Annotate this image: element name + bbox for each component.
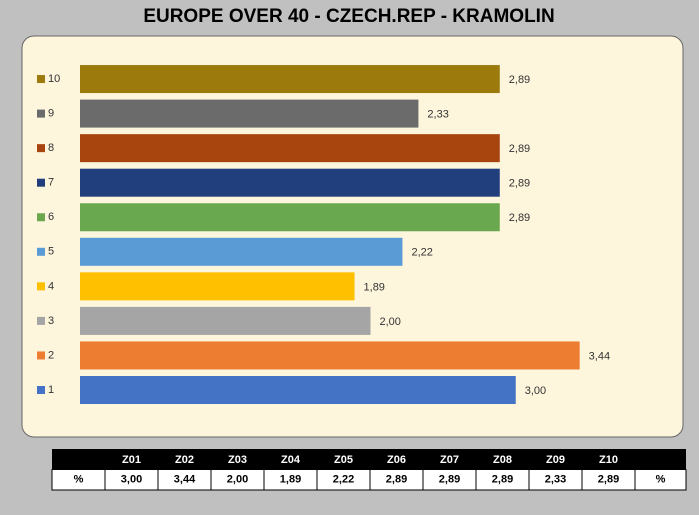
category-label: 8 [48,142,54,154]
value-label: 2,89 [509,212,530,224]
bar [80,237,403,266]
legend-swatch [37,109,45,118]
column-header: Z07 [440,454,459,466]
row-label: % [74,474,84,486]
table-cell: 2,89 [439,474,460,486]
category-label: 3 [48,315,54,327]
legend-swatch [37,247,45,256]
table-cell: 3,00 [121,474,142,486]
bar [80,134,500,163]
table-cell: 2,00 [227,474,248,486]
category-label: 2 [48,349,54,361]
column-header: Z06 [387,454,406,466]
value-label: 2,89 [509,178,530,190]
legend-swatch [37,386,45,394]
category-label: 7 [48,177,54,189]
table-cell: 3,44 [174,474,196,486]
table-cell: 2,89 [598,474,619,486]
table-cell: 2,33 [545,474,566,486]
column-header: Z01 [122,454,141,466]
category-label: 6 [48,211,54,223]
column-header: Z03 [228,454,247,466]
category-label: 10 [48,73,60,85]
chart-title: EUROPE OVER 40 - CZECH.REP - KRAMOLIN [143,6,554,27]
value-label: 3,00 [525,385,546,397]
value-label: 2,89 [509,74,530,86]
column-header: Z02 [175,454,194,466]
legend-swatch [37,282,45,291]
legend-swatch [37,144,45,153]
value-label: 1,89 [364,281,385,293]
column-header: Z04 [281,454,301,466]
bar [80,168,500,197]
table-cell: 2,22 [333,474,354,486]
row-end: % [656,474,666,486]
category-label: 9 [48,108,54,120]
bar [80,341,580,370]
bar [80,272,355,301]
bar [80,99,419,128]
category-label: 1 [48,384,54,396]
table-row-bg [51,469,687,491]
table-cell: 1,89 [280,474,301,486]
legend-swatch [37,75,45,84]
column-header: Z10 [599,454,618,466]
column-header: Z05 [334,454,353,466]
value-label: 2,33 [427,109,448,121]
bar [80,203,500,232]
legend-swatch [37,178,45,187]
bar [80,306,371,335]
bar [80,65,500,94]
legend-swatch [37,316,45,325]
column-header: Z08 [493,454,512,466]
bar [80,376,516,404]
table-header-bg [52,449,686,470]
value-label: 2,89 [509,143,530,155]
value-label: 2,00 [380,316,401,328]
legend-swatch [37,213,45,222]
column-header: Z09 [546,454,565,466]
table-cell: 2,89 [492,474,513,486]
category-label: 5 [48,246,54,258]
table-cell: 2,89 [386,474,407,486]
legend-swatch [37,351,45,360]
value-label: 2,22 [411,247,432,259]
category-label: 4 [48,280,54,292]
value-label: 3,44 [589,350,610,362]
